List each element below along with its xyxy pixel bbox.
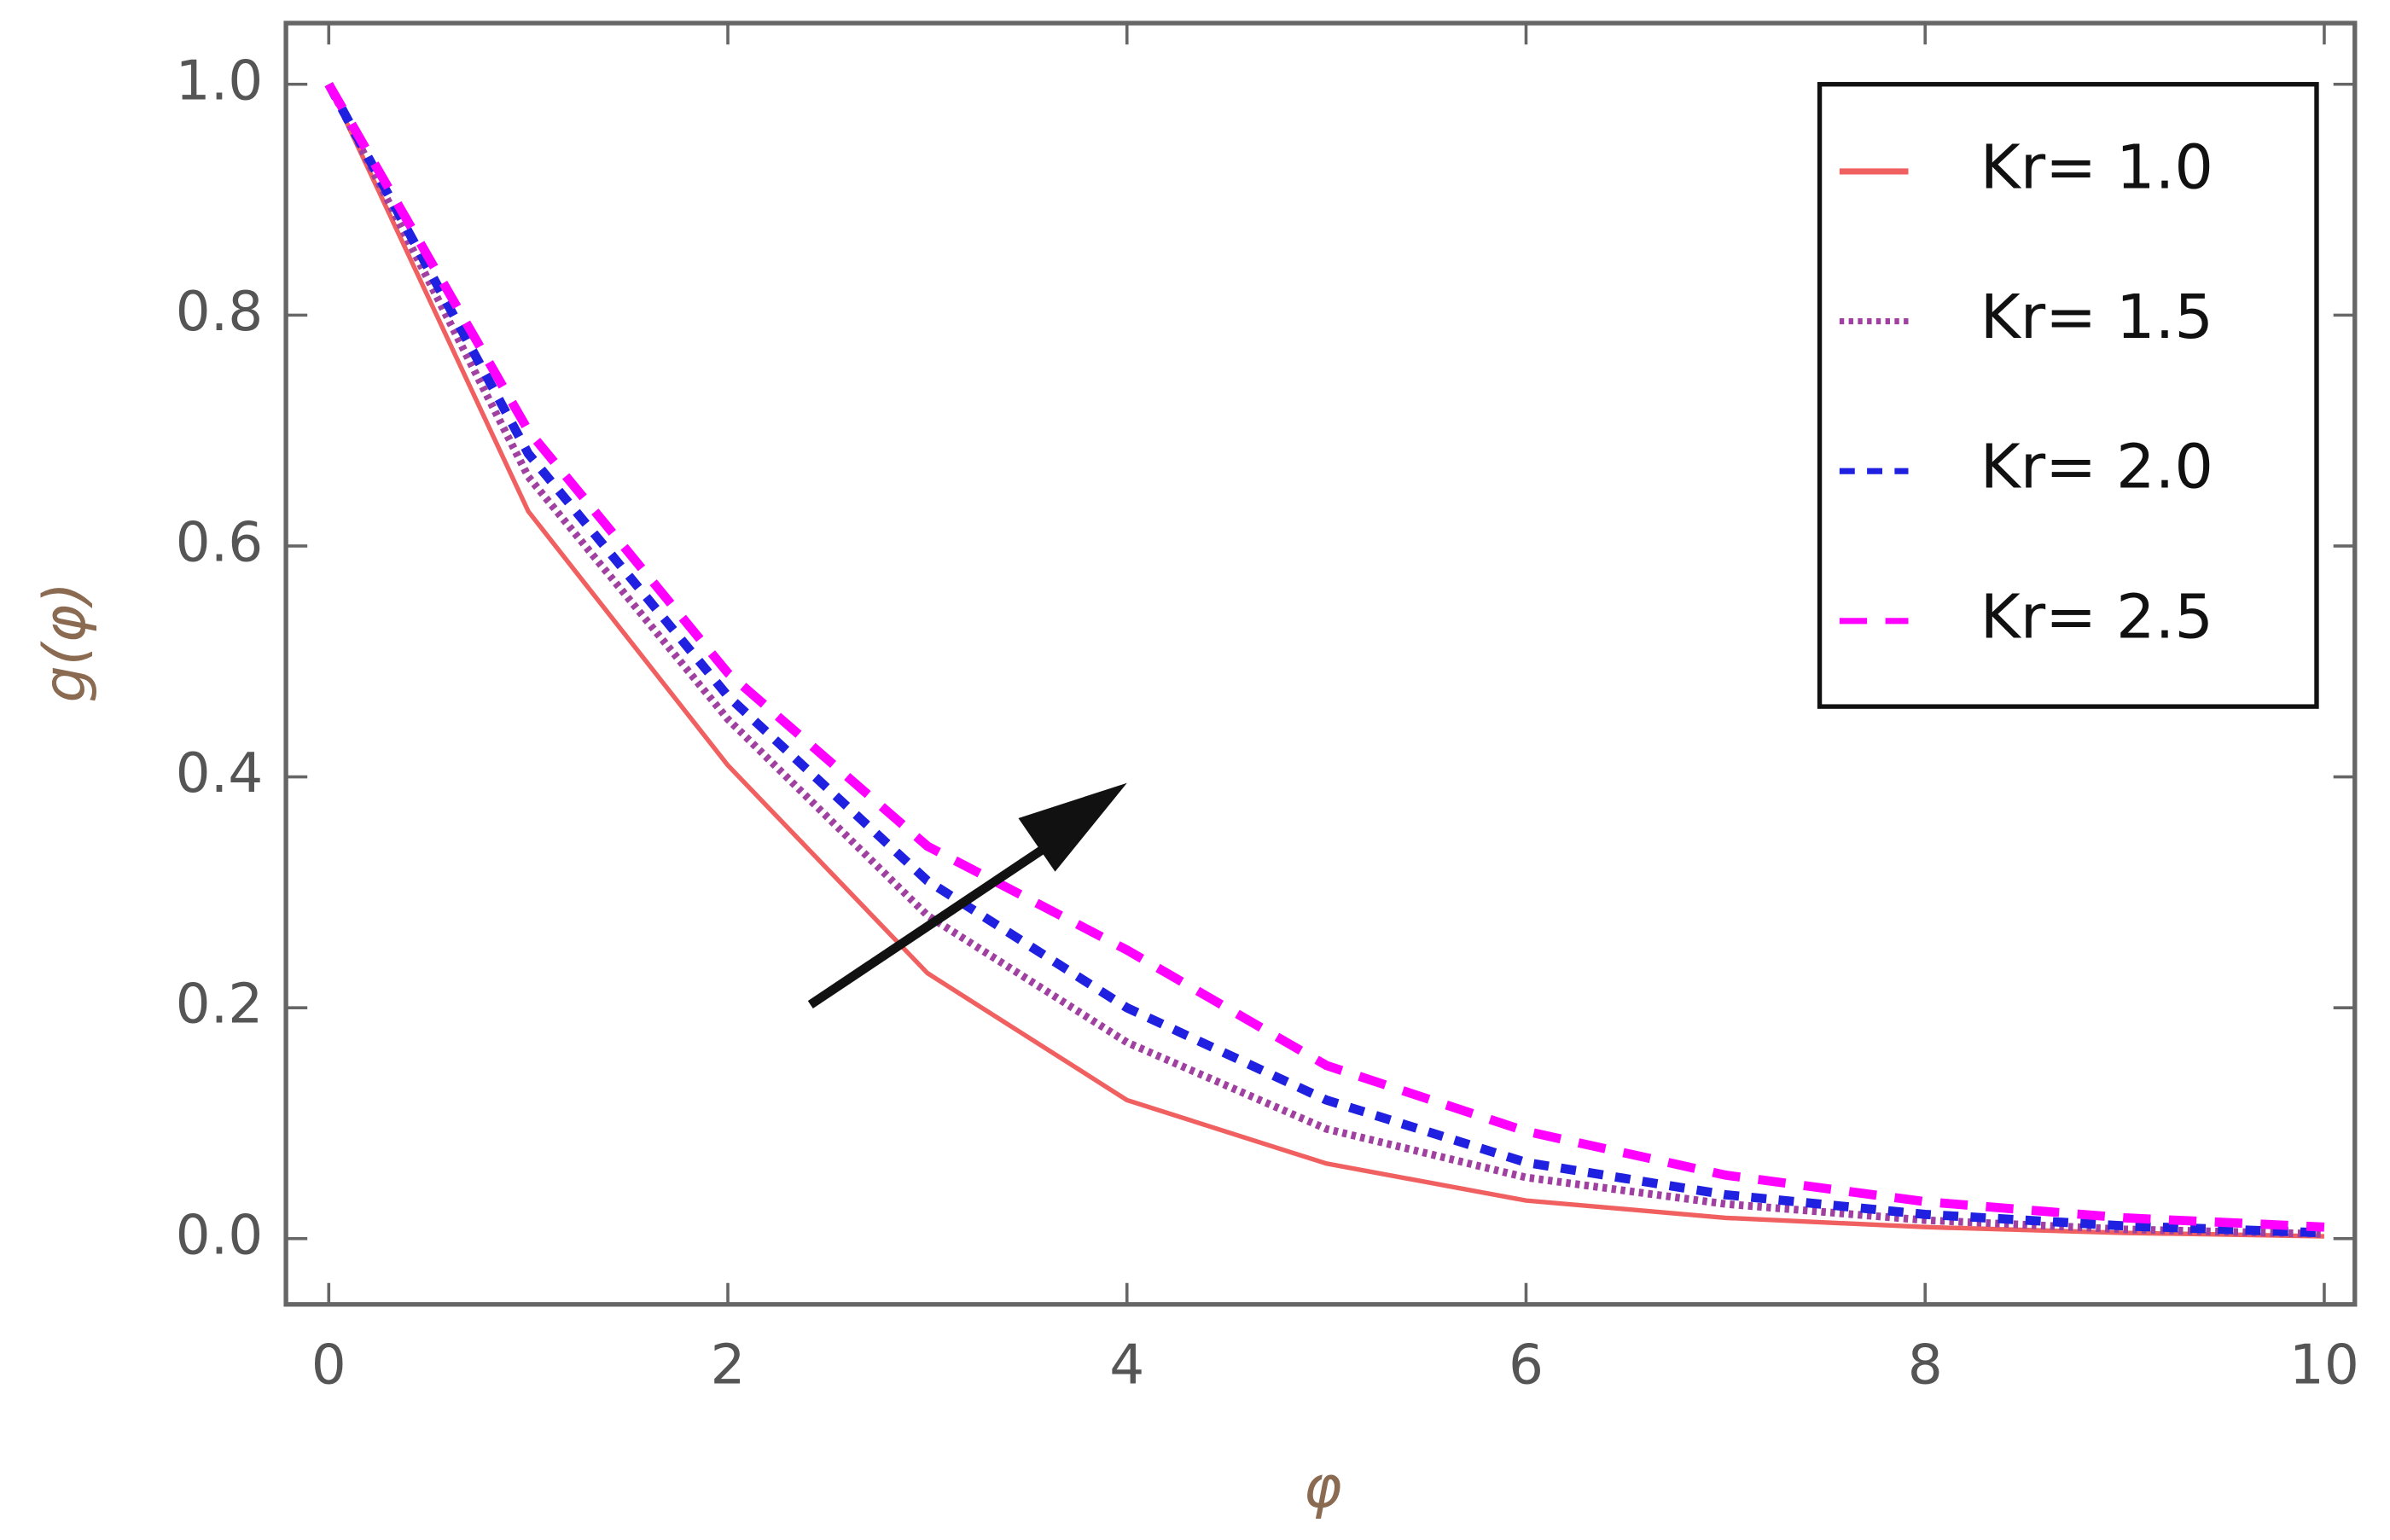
legend-box: [1817, 82, 2319, 709]
arrow-shaft: [807, 822, 1081, 1009]
x-axis-label: φ: [1304, 1454, 1342, 1521]
y-axis-label: g(φ): [32, 582, 99, 702]
legend-label: Kr= 1.5: [1980, 281, 2213, 352]
arrow-head: [1018, 782, 1127, 872]
legend-label: Kr= 2.0: [1980, 431, 2213, 503]
series-line: [326, 83, 2324, 1239]
x-tick-label: 4: [1109, 1334, 1144, 1398]
trend-arrow: [807, 782, 1127, 1009]
y-tick-label: 1.0: [176, 49, 264, 113]
x-tick-label: 6: [1509, 1334, 1544, 1398]
y-tick-label: 0.8: [176, 280, 264, 344]
y-tick-label: 0.6: [176, 511, 264, 575]
x-tick-label: 2: [711, 1334, 746, 1398]
x-tick-label: 8: [1908, 1334, 1943, 1398]
series-line: [325, 82, 2325, 1238]
legend-label: Kr= 2.5: [1980, 580, 2213, 652]
y-tick-label: 0.4: [176, 741, 264, 805]
plot-frame: [283, 20, 2358, 1307]
legend-label: Kr= 1.0: [1980, 131, 2213, 202]
x-tick-label: 0: [311, 1334, 346, 1398]
series-line: [324, 82, 2325, 1232]
y-tick-label: 0.0: [176, 1203, 264, 1267]
x-tick-label: 10: [2289, 1334, 2359, 1398]
y-tick-label: 0.2: [176, 973, 264, 1037]
series-line: [324, 82, 2325, 1238]
